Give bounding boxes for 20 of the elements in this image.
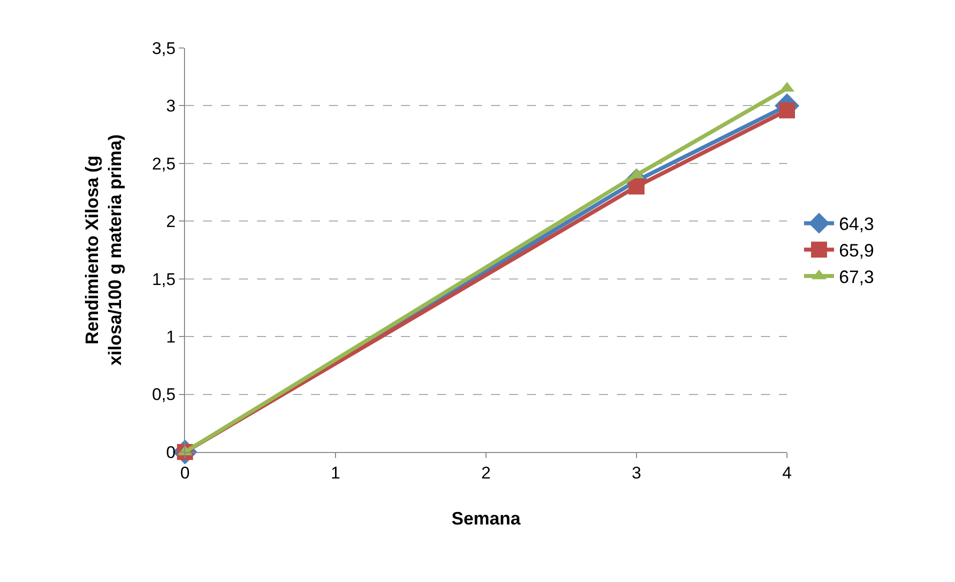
y-tick-label: 2,5 bbox=[152, 154, 176, 174]
y-tick-label: 0,5 bbox=[152, 385, 176, 404]
y-tick-label: 0 bbox=[166, 442, 176, 462]
y-tick-label: 1 bbox=[166, 328, 176, 347]
point bbox=[628, 178, 644, 195]
y-tick-label: 3,5 bbox=[152, 38, 176, 58]
x-tick-label: 0 bbox=[180, 463, 190, 482]
y-tick-label: 3 bbox=[166, 96, 176, 116]
x-tick-label: 1 bbox=[330, 463, 340, 482]
x-axis-title: Semana bbox=[451, 508, 522, 528]
legend-label: 64,3 bbox=[839, 214, 874, 234]
x-tick-label: 3 bbox=[632, 463, 642, 482]
x-tick-label: 4 bbox=[782, 463, 792, 482]
y-tick-label: 2 bbox=[166, 212, 176, 232]
y-axis-title: Rendimiento Xilosa (g xilosa/100 g materia prima) bbox=[82, 134, 126, 366]
legend-label: 67,3 bbox=[839, 267, 874, 288]
point bbox=[779, 102, 795, 118]
legend-label: 65,9 bbox=[839, 240, 874, 261]
y-tick-label: 1,5 bbox=[152, 270, 176, 289]
x-tick-label: 2 bbox=[481, 463, 491, 482]
